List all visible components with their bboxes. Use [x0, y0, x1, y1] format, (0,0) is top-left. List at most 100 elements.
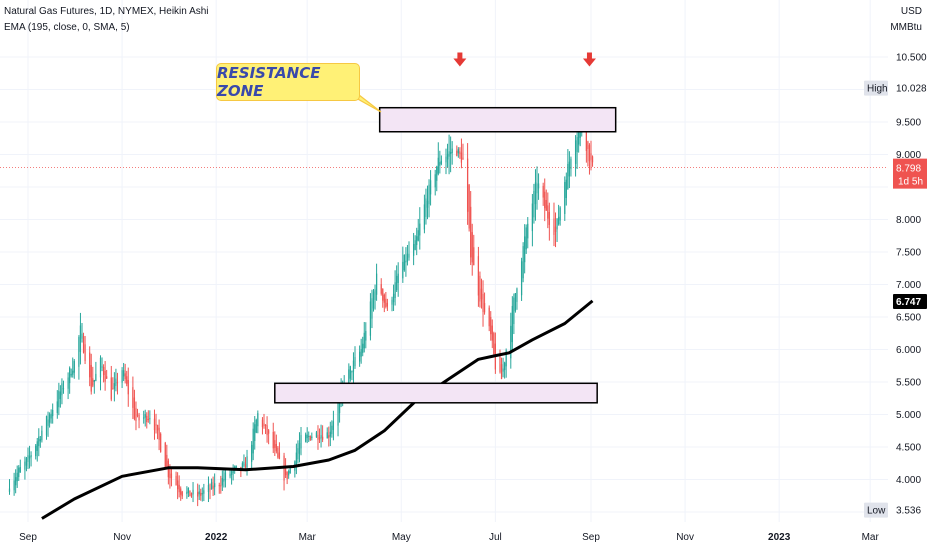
indicator-legend[interactable]: EMA (195, close, 0, SMA, 5)	[4, 22, 130, 33]
candle-body	[414, 240, 416, 250]
candle-body	[446, 153, 449, 160]
x-tick-label: Mar	[862, 532, 880, 543]
low-label-bg	[864, 502, 888, 518]
candle-body	[588, 145, 591, 162]
candle-body	[570, 158, 572, 170]
candle-body	[209, 488, 211, 490]
candle-body	[483, 303, 486, 313]
candle-body	[160, 433, 162, 452]
candle-body	[78, 337, 80, 367]
candle-body	[524, 236, 526, 263]
candle-body	[200, 492, 202, 496]
candle-body	[471, 232, 473, 263]
candle-body	[187, 488, 190, 493]
candle-body	[416, 236, 418, 246]
candle-body	[578, 131, 580, 145]
candle-body	[468, 185, 470, 229]
candle-body	[13, 480, 15, 491]
low-label: Low	[867, 506, 886, 517]
candle-body	[255, 419, 257, 433]
candle-body	[534, 182, 537, 205]
candle-body	[482, 293, 484, 313]
candle-body	[437, 157, 439, 174]
candle-body	[59, 391, 62, 399]
candle-body	[92, 378, 94, 386]
candle-body	[574, 140, 577, 164]
support-zone-box	[274, 382, 598, 404]
y-tick-label: 10.500	[896, 53, 927, 64]
candle-body	[56, 401, 58, 414]
candle-body	[25, 458, 28, 466]
candle-body	[579, 127, 581, 138]
candle-body	[397, 273, 399, 284]
candle-body	[45, 416, 48, 436]
candle-body	[35, 445, 37, 457]
candle-body	[513, 297, 515, 325]
candle-body	[514, 293, 517, 311]
candle-body	[27, 455, 29, 462]
candle-body	[332, 421, 335, 430]
y-tick-label: 4.000	[896, 475, 921, 486]
candle-body	[354, 357, 356, 367]
candle-body	[505, 350, 507, 367]
candle-body	[516, 288, 518, 302]
candle-body	[311, 436, 313, 439]
candle-body	[186, 491, 188, 494]
candle-body	[126, 376, 128, 384]
candle-body	[408, 253, 410, 258]
y-tick-label: 7.000	[896, 280, 921, 291]
candle-body	[502, 368, 504, 372]
candle-body	[244, 463, 247, 471]
candle-body	[369, 301, 372, 336]
candle-body	[392, 293, 395, 303]
ema-195-line	[41, 299, 594, 520]
x-tick-label: May	[392, 532, 411, 543]
candle-body	[305, 434, 307, 442]
candles	[8, 118, 594, 507]
ema-value-label: 6.747	[896, 297, 921, 308]
candle-body	[289, 468, 291, 474]
candle-body	[89, 352, 91, 378]
candle-body	[385, 298, 387, 307]
x-tick-label: Nov	[676, 532, 694, 543]
candle-body	[320, 435, 322, 439]
y-tick-label: 7.500	[896, 248, 921, 259]
candle-body	[207, 485, 210, 492]
candle-body	[18, 467, 20, 478]
candle-body	[386, 302, 389, 307]
candle-body	[224, 472, 227, 481]
candle-body	[28, 455, 31, 459]
down-arrow-icon	[453, 52, 467, 67]
candle-body	[198, 491, 200, 495]
candle-body	[272, 431, 274, 449]
candle-body	[351, 370, 353, 373]
candle-body	[559, 207, 561, 221]
candle-body	[156, 424, 159, 431]
x-tick-label: Sep	[582, 532, 600, 543]
x-tick-label: Jul	[489, 532, 502, 543]
candle-body	[230, 471, 233, 476]
grid-lines	[0, 0, 888, 522]
candle-body	[374, 289, 376, 300]
candle-body	[189, 490, 191, 497]
high-value: 10.028	[896, 84, 927, 95]
candle-body	[321, 436, 324, 440]
candle-body	[326, 432, 328, 439]
chart-title: Natural Gas Futures, 1D, NYMEX, Heikin A…	[4, 6, 209, 17]
candle-body	[158, 427, 160, 440]
candle-body	[439, 162, 441, 166]
candle-body	[116, 382, 119, 384]
candle-body	[84, 344, 86, 361]
candle-body	[380, 284, 382, 294]
candle-body	[149, 418, 151, 420]
candle-body	[214, 483, 216, 488]
high-value-bg	[893, 80, 929, 96]
candle-body	[72, 370, 74, 375]
y-tick-label: 5.500	[896, 378, 921, 389]
candle-body	[565, 179, 567, 199]
candle-body	[375, 273, 378, 295]
candle-body	[82, 336, 85, 353]
candle-body	[331, 425, 333, 435]
